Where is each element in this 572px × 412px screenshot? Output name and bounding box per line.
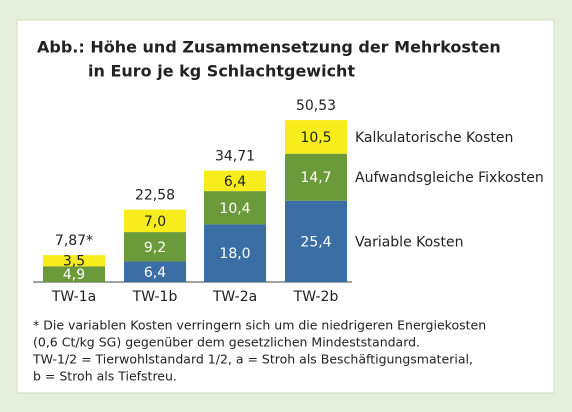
x-tick-label: TW-1a bbox=[51, 289, 96, 305]
bar-segment bbox=[285, 120, 347, 154]
legend-label: Kalkulatorische Kosten bbox=[355, 130, 513, 146]
x-tick-label: TW-2b bbox=[293, 289, 339, 305]
legend-label: Aufwandsgleiche Fixkosten bbox=[355, 170, 544, 186]
bar-segment bbox=[124, 261, 186, 282]
bar-segment bbox=[204, 191, 266, 225]
value-label: 14,7 bbox=[300, 170, 331, 186]
bar-segment bbox=[285, 153, 347, 201]
bar-segment bbox=[204, 170, 266, 192]
x-tick-label: TW-1b bbox=[132, 289, 178, 305]
chart-title: in Euro je kg Schlachtgewicht bbox=[88, 62, 355, 81]
value-label: 4,9 bbox=[63, 267, 85, 283]
total-label: 22,58 bbox=[135, 188, 175, 204]
value-label: 10,4 bbox=[219, 201, 250, 217]
bar-segment bbox=[204, 224, 266, 282]
total-label: 50,53 bbox=[296, 98, 336, 114]
total-label: 34,71 bbox=[215, 149, 255, 165]
bar-segment bbox=[124, 209, 186, 233]
value-label: 6,4 bbox=[224, 174, 246, 190]
bar-segment bbox=[43, 266, 105, 282]
bar-segment bbox=[285, 200, 347, 282]
chart-title: Abb.: Höhe und Zusammensetzung der Mehrk… bbox=[37, 38, 501, 57]
value-label: 10,5 bbox=[300, 130, 331, 146]
value-label: 9,2 bbox=[144, 240, 166, 256]
legend-label: Variable Kosten bbox=[355, 234, 463, 250]
footnote: (0,6 Ct/kg SG) gegenüber dem gesetzliche… bbox=[33, 335, 420, 350]
total-label: 7,87* bbox=[55, 233, 93, 249]
value-label: 7,0 bbox=[144, 214, 166, 230]
footnote: b = Stroh als Tiefstreu. bbox=[33, 369, 177, 384]
value-label: 6,4 bbox=[144, 265, 166, 281]
bar-segment bbox=[124, 232, 186, 262]
footnote: * Die variablen Kosten verringern sich u… bbox=[33, 318, 486, 333]
value-label: 25,4 bbox=[300, 234, 331, 250]
bar-segment bbox=[43, 255, 105, 267]
value-label: 3,5 bbox=[63, 254, 85, 270]
footnote: TW-1/2 = Tierwohlstandard 1/2, a = Stroh… bbox=[32, 352, 473, 367]
x-tick-label: TW-2a bbox=[212, 289, 257, 305]
value-label: 18,0 bbox=[219, 246, 250, 262]
